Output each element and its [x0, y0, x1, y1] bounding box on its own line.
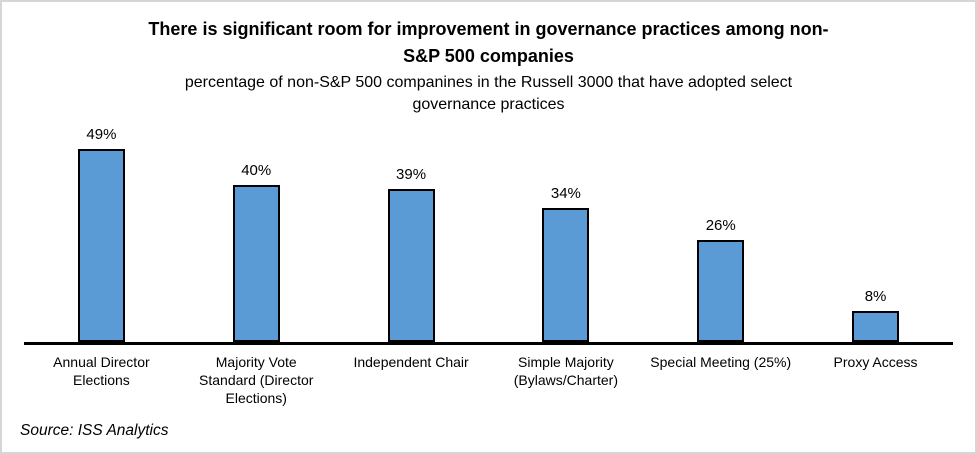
bar-value-label: 40% [241, 162, 272, 179]
category-label: Simple Majority (Bylaws/Charter) [513, 354, 619, 389]
bar-value-label: 34% [550, 185, 581, 202]
bar [232, 185, 280, 342]
bar-column: 8% [798, 116, 953, 342]
category-label: Independent Chair [353, 354, 469, 370]
category-label: Annual Director Elections [53, 354, 150, 389]
bar [387, 189, 435, 342]
source-note: Source: ISS Analytics [20, 421, 169, 439]
bar-chart-plot: 49% 40% 39% 34% 26% 8% [24, 116, 953, 342]
bar-value-label: 8% [864, 288, 887, 305]
bar [852, 311, 900, 342]
bar-column: 34% [488, 116, 643, 342]
bar-value-label: 39% [396, 166, 427, 183]
category-label: Majority Vote Standard (Director Elections… [199, 354, 314, 407]
bar [542, 208, 590, 342]
category-label: Proxy Access [833, 354, 918, 370]
bar [77, 149, 125, 342]
bar-column: 40% [179, 116, 334, 342]
chart-title: There is significant room for improvemen… [148, 19, 829, 66]
bar-column: 26% [643, 116, 798, 342]
x-axis-line [24, 342, 953, 345]
chart-subtitle: percentage of non-S&P 500 companines in … [184, 74, 793, 113]
bar [697, 240, 745, 342]
bar-value-label: 26% [705, 217, 736, 234]
bar-column: 39% [334, 116, 489, 342]
bar-value-label: 49% [86, 126, 117, 143]
bar-column: 49% [24, 116, 179, 342]
category-labels-row: Annual Director Elections Majority Vote Sta… [24, 353, 953, 408]
category-label: Special Meeting (25%) [650, 354, 792, 370]
